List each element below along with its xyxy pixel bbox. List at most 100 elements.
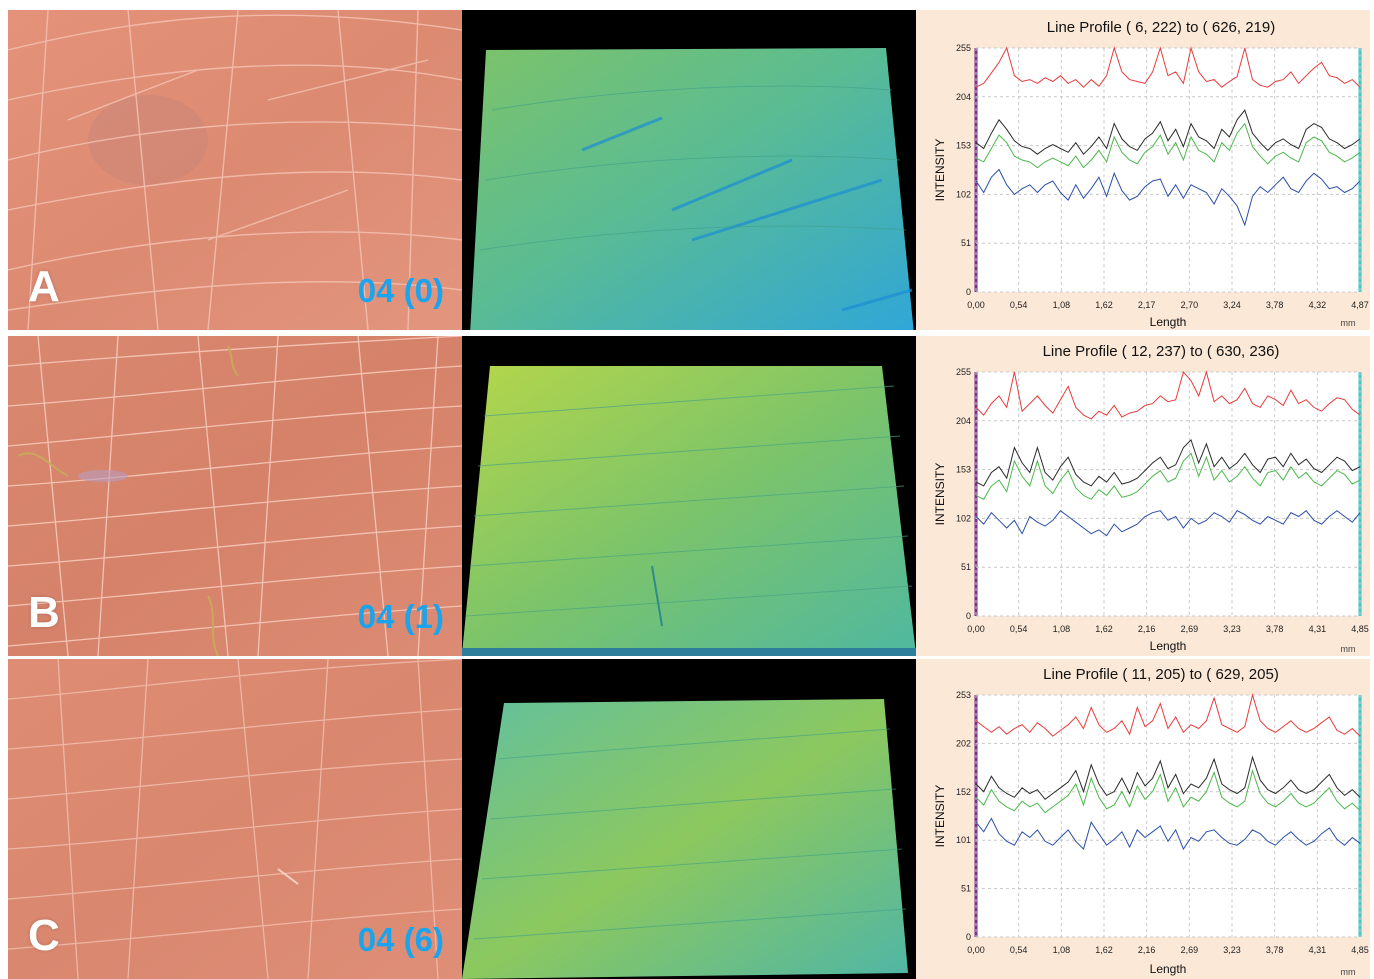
- x-tick-label: 4,85: [1351, 945, 1369, 955]
- x-tick-label: 1,62: [1095, 300, 1113, 310]
- y-tick-label: 102: [956, 189, 971, 199]
- x-tick-label: 4,31: [1309, 624, 1327, 634]
- series-line-red: [975, 693, 1361, 737]
- skin-photo-a: A 04 (0): [8, 10, 462, 330]
- y-tick-label: 153: [956, 465, 971, 475]
- series-lines: [975, 370, 1361, 537]
- series-lines: [975, 693, 1361, 851]
- x-tick-label: 0,00: [967, 624, 985, 634]
- x-tick-label: 4,32: [1309, 300, 1327, 310]
- surface-3d-c: [462, 659, 916, 979]
- x-tick-label: 1,08: [1053, 300, 1071, 310]
- skin-texture-c: [8, 659, 462, 979]
- x-tick-label: 1,08: [1053, 945, 1071, 955]
- surface-3d-a: [462, 10, 916, 330]
- grid-lines: [975, 47, 1361, 293]
- x-axis-unit: mm: [1341, 967, 1356, 977]
- x-tick-label: 0,54: [1010, 300, 1028, 310]
- y-tick-label: 0: [966, 932, 971, 942]
- chart-title: Line Profile ( 11, 205) to ( 629, 205): [1043, 666, 1279, 683]
- sample-code-a: 04 (0): [357, 272, 444, 309]
- series-line-blue: [975, 510, 1361, 537]
- panel-letter-a: A: [28, 262, 60, 311]
- plot-area: [976, 695, 1360, 937]
- grid-lines: [975, 694, 1361, 938]
- y-tick-label: 255: [956, 367, 971, 377]
- x-tick-label: 2,16: [1138, 945, 1156, 955]
- x-axis-label: Length: [1150, 962, 1187, 976]
- series-line-blue: [975, 817, 1361, 851]
- x-tick-label: 0,00: [967, 300, 985, 310]
- x-tick-label: 4,87: [1351, 300, 1369, 310]
- x-tick-label: 4,85: [1351, 624, 1369, 634]
- series-line-green: [975, 768, 1361, 814]
- x-tick-label: 2,16: [1138, 624, 1156, 634]
- x-tick-label: 2,69: [1181, 624, 1199, 634]
- y-axis-label: INTENSITY: [933, 139, 947, 202]
- x-tick-label: 2,17: [1138, 300, 1156, 310]
- x-tick-label: 1,08: [1053, 624, 1071, 634]
- y-tick-label: 153: [956, 141, 971, 151]
- panel-letter-b: B: [28, 588, 60, 637]
- surface-plot-c: [462, 699, 908, 979]
- skin-photo-b: B 04 (1): [8, 336, 462, 656]
- line-profile-c: Line Profile ( 11, 205) to ( 629, 205) 0…: [916, 659, 1370, 979]
- x-tick-label: 4,31: [1309, 945, 1327, 955]
- y-tick-label: 202: [956, 738, 971, 748]
- y-tick-labels: 0 51 102 153 204 255: [956, 43, 971, 297]
- x-tick-label: 3,24: [1223, 300, 1241, 310]
- panel-row-b: B 04 (1) Line Prof: [8, 336, 1370, 656]
- x-axis-label: Length: [1150, 315, 1187, 329]
- line-profile-chart-b: Line Profile ( 12, 237) to ( 630, 236) 0…: [933, 343, 1369, 654]
- surface-plot-a: [470, 48, 914, 330]
- y-tick-label: 0: [966, 287, 971, 297]
- line-profile-chart-c: Line Profile ( 11, 205) to ( 629, 205) 0…: [933, 666, 1369, 977]
- y-tick-label: 152: [956, 787, 971, 797]
- series-line-red: [975, 46, 1361, 88]
- panel-letter-c: C: [28, 911, 60, 960]
- y-tick-label: 101: [956, 835, 971, 845]
- x-axis-unit: mm: [1341, 318, 1356, 328]
- y-tick-label: 255: [956, 43, 971, 53]
- chart-title: Line Profile ( 12, 237) to ( 630, 236): [1043, 343, 1280, 360]
- surface-3d-b: [462, 336, 916, 656]
- panel-row-a: A 04 (0): [8, 10, 1370, 330]
- y-tick-label: 102: [956, 513, 971, 523]
- x-tick-label: 3,78: [1266, 945, 1284, 955]
- y-tick-label: 204: [956, 92, 971, 102]
- line-profile-b: Line Profile ( 12, 237) to ( 630, 236) 0…: [916, 336, 1370, 656]
- plot-area: [976, 372, 1360, 616]
- panel-row-c: C 04 (6) Line Profile ( 11, 205) to ( 62…: [8, 659, 1370, 979]
- y-tick-label: 253: [956, 690, 971, 700]
- series-line-blue: [975, 168, 1361, 227]
- x-tick-label: 3,78: [1266, 300, 1284, 310]
- series-lines: [975, 46, 1361, 227]
- x-tick-label: 2,69: [1181, 945, 1199, 955]
- line-profile-a: Line Profile ( 6, 222) to ( 626, 219) 0 5…: [916, 10, 1370, 330]
- x-tick-label: 1,62: [1095, 624, 1113, 634]
- x-tick-labels: 0,00 0,54 1,08 1,62 2,17 2,70 3,24 3,78 4,32 4,87: [967, 300, 1369, 310]
- series-line-red: [975, 370, 1361, 420]
- x-tick-label: 3,23: [1223, 624, 1241, 634]
- x-tick-labels: 0,00 0,54 1,08 1,62 2,16 2,69 3,23 3,78 4,31 4,85: [967, 624, 1369, 634]
- y-tick-label: 51: [961, 562, 971, 572]
- x-tick-label: 1,62: [1095, 945, 1113, 955]
- series-line-black: [975, 109, 1361, 155]
- y-tick-labels: 0 51 102 153 204 255: [956, 367, 971, 621]
- surface-plot-b: [462, 366, 916, 656]
- series-line-green: [975, 122, 1361, 169]
- skin-texture-a: [8, 10, 462, 330]
- skin-photo-c: C 04 (6): [8, 659, 462, 979]
- x-tick-label: 3,23: [1223, 945, 1241, 955]
- x-tick-label: 0,54: [1010, 624, 1028, 634]
- x-axis-label: Length: [1150, 639, 1187, 653]
- x-axis-unit: mm: [1341, 644, 1356, 654]
- series-line-black: [975, 755, 1361, 800]
- y-tick-label: 51: [961, 238, 971, 248]
- y-tick-labels: 0 51 101 152 202 253: [956, 690, 971, 942]
- y-tick-label: 0: [966, 611, 971, 621]
- plot-area: [976, 48, 1360, 292]
- chart-title: Line Profile ( 6, 222) to ( 626, 219): [1047, 19, 1275, 36]
- series-line-green: [975, 452, 1361, 500]
- y-tick-label: 51: [961, 884, 971, 894]
